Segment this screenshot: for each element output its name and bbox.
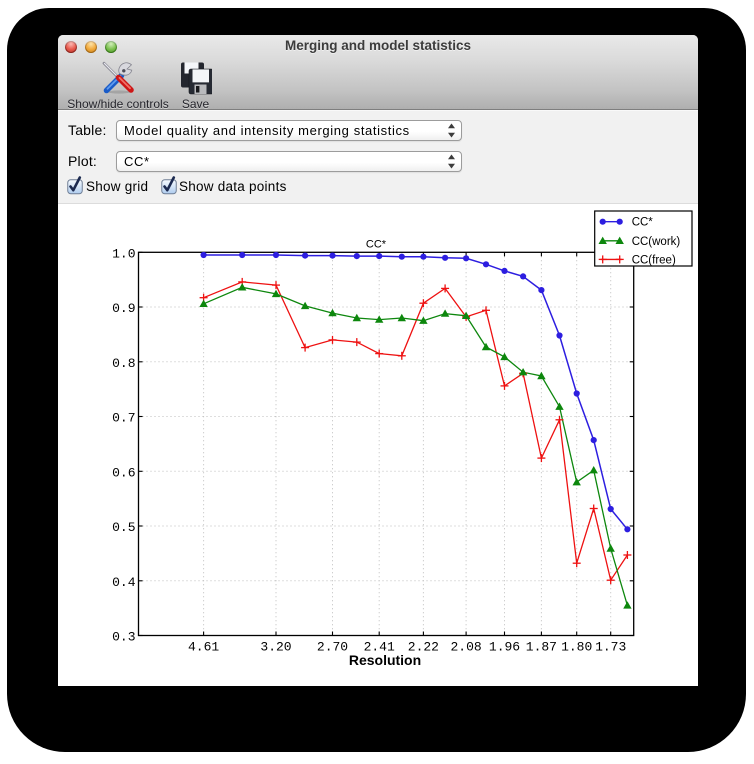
svg-text:CC*: CC* bbox=[632, 217, 654, 229]
svg-text:0.7: 0.7 bbox=[112, 411, 135, 426]
svg-text:2.08: 2.08 bbox=[450, 640, 481, 655]
svg-text:0.8: 0.8 bbox=[112, 356, 135, 371]
svg-text:3.20: 3.20 bbox=[260, 640, 291, 655]
svg-text:1.73: 1.73 bbox=[595, 640, 626, 655]
svg-text:Resolution: Resolution bbox=[349, 652, 421, 668]
svg-text:0.3: 0.3 bbox=[112, 630, 135, 645]
svg-text:0.6: 0.6 bbox=[112, 465, 135, 480]
svg-text:2.41: 2.41 bbox=[364, 640, 395, 655]
svg-text:4.61: 4.61 bbox=[188, 640, 219, 655]
svg-text:1.96: 1.96 bbox=[489, 640, 520, 655]
svg-text:1.87: 1.87 bbox=[526, 640, 557, 655]
svg-text:1.0: 1.0 bbox=[112, 246, 135, 261]
svg-text:CC*: CC* bbox=[366, 239, 387, 251]
svg-text:0.4: 0.4 bbox=[112, 575, 136, 590]
svg-text:2.70: 2.70 bbox=[317, 640, 348, 655]
svg-text:CC(work): CC(work) bbox=[632, 236, 681, 248]
svg-text:CC(free): CC(free) bbox=[632, 254, 676, 266]
svg-text:0.5: 0.5 bbox=[112, 520, 135, 535]
svg-text:1.80: 1.80 bbox=[561, 640, 592, 655]
svg-text:2.22: 2.22 bbox=[408, 640, 439, 655]
svg-text:0.9: 0.9 bbox=[112, 301, 135, 316]
